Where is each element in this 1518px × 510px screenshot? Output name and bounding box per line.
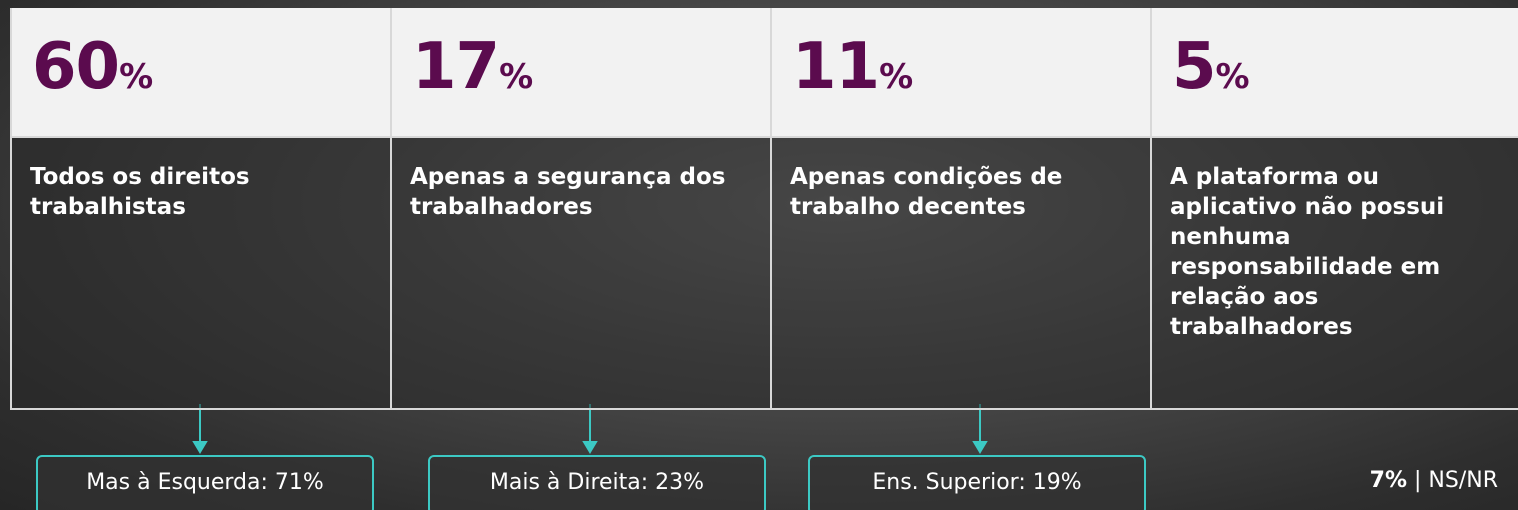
callout: Mas à Esquerda: 71%	[36, 455, 374, 510]
callout: Mais à Direita: 23%	[428, 455, 766, 510]
unit: %	[499, 57, 533, 97]
percentage: 60	[32, 30, 119, 104]
card-label: Todos os direitos trabalhistas	[12, 138, 390, 222]
unit: %	[879, 57, 913, 97]
card-label: A plataforma ou aplicativo não possui ne…	[1152, 138, 1518, 342]
unit: %	[119, 57, 153, 97]
card-label: Apenas a segurança dos trabalhadores	[392, 138, 770, 222]
footer: 7% | NS/NR	[1370, 468, 1498, 493]
separator: |	[1414, 468, 1421, 493]
infographic: 60%Todos os direitos trabalhistas17%Apen…	[0, 0, 1518, 510]
card: 11%Apenas condições de trabalho decentes	[770, 8, 1150, 410]
unit: %	[1216, 57, 1250, 97]
card: 17%Apenas a segurança dos trabalhadores	[390, 8, 770, 410]
card-header: 60%	[12, 8, 390, 138]
card-header: 5%	[1152, 8, 1518, 138]
card-header: 17%	[392, 8, 770, 138]
percentage: 11	[792, 30, 879, 104]
card: 5%A plataforma ou aplicativo não possui …	[1150, 8, 1518, 410]
footer-label: NS/NR	[1428, 468, 1498, 493]
card-header: 11%	[772, 8, 1150, 138]
callout: Ens. Superior: 19%	[808, 455, 1146, 510]
card: 60%Todos os direitos trabalhistas	[10, 8, 390, 410]
percentage: 17	[412, 30, 499, 104]
footer-value: 7%	[1370, 468, 1407, 493]
percentage: 5	[1172, 30, 1216, 104]
card-label: Apenas condições de trabalho decentes	[772, 138, 1150, 222]
